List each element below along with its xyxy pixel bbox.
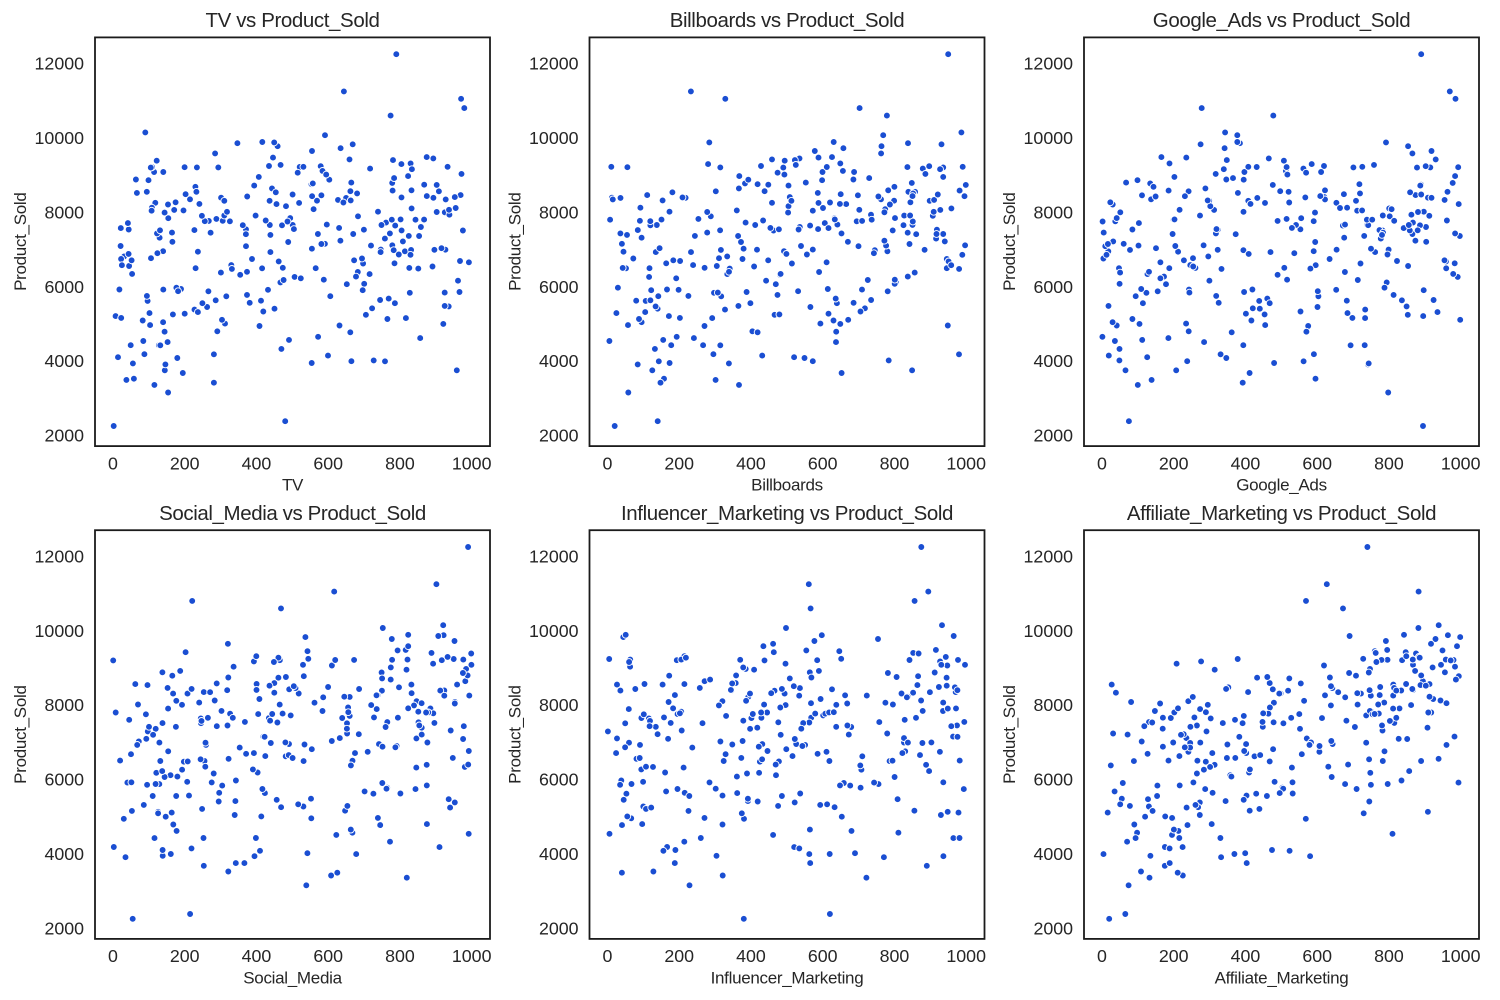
svg-text:1000: 1000: [1441, 946, 1481, 966]
svg-text:200: 200: [1159, 453, 1189, 473]
svg-text:2000: 2000: [44, 918, 84, 938]
svg-text:8000: 8000: [539, 202, 579, 222]
svg-text:12000: 12000: [1024, 54, 1074, 74]
svg-text:400: 400: [736, 946, 766, 966]
svg-text:Product_Sold: Product_Sold: [1000, 192, 1019, 290]
svg-text:200: 200: [1159, 946, 1189, 966]
svg-text:Influencer_Marketing: Influencer_Marketing: [711, 969, 864, 988]
svg-text:10000: 10000: [529, 621, 579, 641]
svg-text:10000: 10000: [1024, 128, 1074, 148]
svg-text:8000: 8000: [44, 202, 84, 222]
svg-text:8000: 8000: [1033, 202, 1073, 222]
svg-text:Billboards vs Product_Sold: Billboards vs Product_Sold: [670, 9, 905, 32]
svg-text:200: 200: [664, 946, 694, 966]
svg-text:8000: 8000: [44, 695, 84, 715]
svg-text:400: 400: [242, 946, 272, 966]
svg-text:12000: 12000: [1024, 547, 1074, 567]
svg-text:0: 0: [1097, 453, 1107, 473]
svg-text:200: 200: [170, 946, 200, 966]
svg-text:200: 200: [170, 453, 200, 473]
svg-text:400: 400: [1231, 453, 1261, 473]
svg-text:1000: 1000: [1441, 453, 1481, 473]
svg-text:6000: 6000: [1033, 277, 1073, 297]
svg-text:4000: 4000: [539, 351, 579, 371]
svg-text:10000: 10000: [529, 128, 579, 148]
svg-text:10000: 10000: [1024, 621, 1074, 641]
svg-text:4000: 4000: [1033, 844, 1073, 864]
svg-text:400: 400: [736, 453, 766, 473]
svg-text:1000: 1000: [452, 946, 492, 966]
svg-text:800: 800: [1374, 946, 1404, 966]
svg-text:Product_Sold: Product_Sold: [506, 192, 525, 290]
svg-text:2000: 2000: [1033, 426, 1073, 446]
svg-text:10000: 10000: [35, 621, 85, 641]
svg-text:6000: 6000: [44, 770, 84, 790]
svg-text:400: 400: [242, 453, 272, 473]
svg-text:600: 600: [808, 453, 838, 473]
svg-text:6000: 6000: [539, 770, 579, 790]
svg-text:800: 800: [1374, 453, 1404, 473]
svg-text:Social_Media vs Product_Sold: Social_Media vs Product_Sold: [159, 502, 426, 525]
svg-text:400: 400: [1231, 946, 1261, 966]
svg-text:2000: 2000: [1033, 918, 1073, 938]
svg-text:0: 0: [108, 453, 118, 473]
svg-text:4000: 4000: [44, 844, 84, 864]
svg-text:Affiliate_Marketing: Affiliate_Marketing: [1215, 969, 1349, 988]
svg-text:600: 600: [808, 946, 838, 966]
svg-text:6000: 6000: [44, 277, 84, 297]
svg-text:4000: 4000: [44, 351, 84, 371]
svg-text:6000: 6000: [539, 277, 579, 297]
svg-text:Billboards: Billboards: [751, 476, 823, 495]
svg-text:0: 0: [603, 946, 613, 966]
svg-text:12000: 12000: [529, 54, 579, 74]
svg-text:1000: 1000: [452, 453, 492, 473]
svg-text:2000: 2000: [539, 426, 579, 446]
svg-text:0: 0: [108, 946, 118, 966]
svg-text:TV: TV: [282, 476, 304, 495]
svg-text:800: 800: [385, 453, 415, 473]
svg-text:800: 800: [880, 946, 910, 966]
svg-text:1000: 1000: [946, 946, 986, 966]
svg-text:Product_Sold: Product_Sold: [11, 192, 30, 290]
svg-text:6000: 6000: [1033, 770, 1073, 790]
svg-text:Influencer_Marketing vs Produc: Influencer_Marketing vs Product_Sold: [621, 502, 953, 525]
svg-text:8000: 8000: [539, 695, 579, 715]
svg-text:200: 200: [664, 453, 694, 473]
svg-text:Product_Sold: Product_Sold: [1000, 685, 1019, 783]
svg-text:2000: 2000: [539, 918, 579, 938]
svg-text:10000: 10000: [35, 128, 85, 148]
svg-text:0: 0: [603, 453, 613, 473]
svg-text:4000: 4000: [539, 844, 579, 864]
svg-text:Google_Ads vs Product_Sold: Google_Ads vs Product_Sold: [1153, 9, 1410, 32]
svg-text:Product_Sold: Product_Sold: [11, 685, 30, 783]
svg-text:600: 600: [313, 946, 343, 966]
svg-text:Google_Ads: Google_Ads: [1236, 476, 1327, 495]
svg-text:0: 0: [1097, 946, 1107, 966]
svg-text:Affiliate_Marketing vs Product: Affiliate_Marketing vs Product_Sold: [1127, 502, 1436, 525]
svg-text:1000: 1000: [946, 453, 986, 473]
svg-text:Social_Media: Social_Media: [243, 969, 342, 988]
svg-text:2000: 2000: [44, 426, 84, 446]
svg-text:4000: 4000: [1033, 351, 1073, 371]
svg-text:8000: 8000: [1033, 695, 1073, 715]
svg-text:Product_Sold: Product_Sold: [506, 685, 525, 783]
svg-text:600: 600: [313, 453, 343, 473]
svg-text:12000: 12000: [35, 54, 85, 74]
svg-text:800: 800: [385, 946, 415, 966]
svg-text:600: 600: [1302, 946, 1332, 966]
svg-text:TV vs Product_Sold: TV vs Product_Sold: [206, 9, 380, 32]
svg-text:12000: 12000: [35, 547, 85, 567]
svg-text:600: 600: [1302, 453, 1332, 473]
svg-text:800: 800: [880, 453, 910, 473]
svg-text:12000: 12000: [529, 547, 579, 567]
